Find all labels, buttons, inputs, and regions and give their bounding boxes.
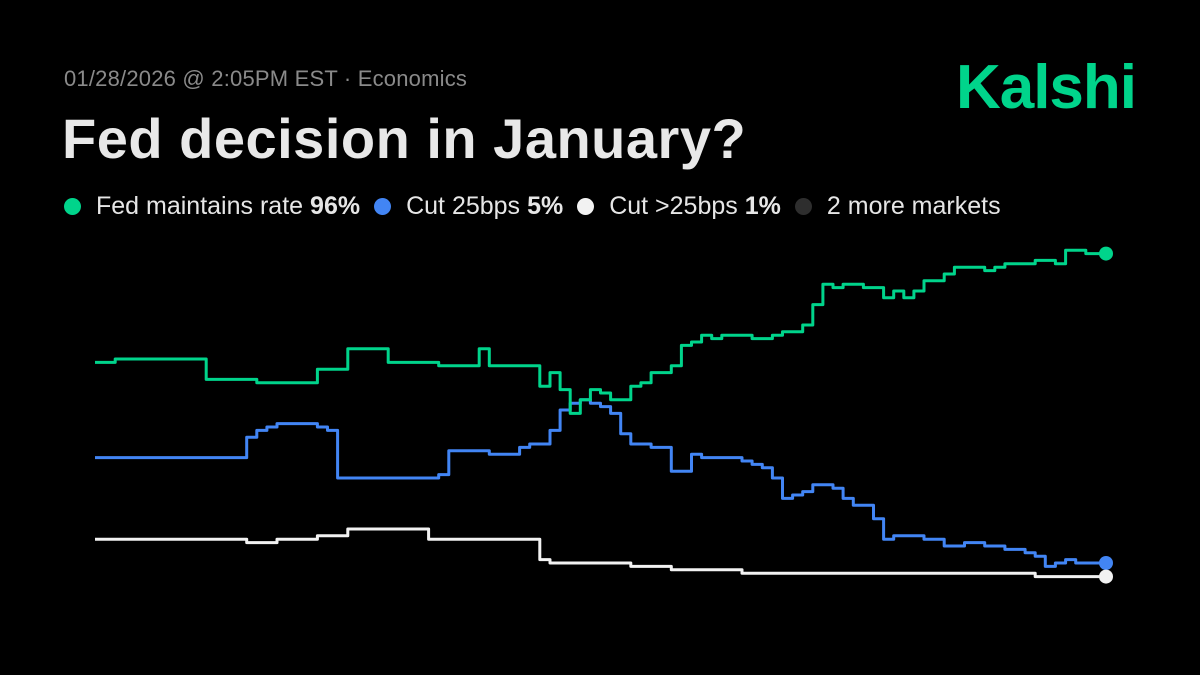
- legend-dot-cut-more: [577, 198, 595, 215]
- chart-meta: 01/28/2026 @ 2:05PM EST · Economics: [64, 66, 468, 91]
- kalshi-logo[interactable]: Kalshi: [955, 53, 1137, 122]
- legend-item-cut25[interactable]: Cut 25bps 5%: [374, 192, 563, 221]
- legend-value: 1%: [744, 192, 781, 220]
- chart-title: Fed decision in January?: [62, 107, 747, 170]
- legend-item-more-markets[interactable]: 2 more markets: [794, 192, 1001, 221]
- legend-dot-cut25: [374, 198, 392, 215]
- legend-label: Cut 25bps: [406, 192, 521, 220]
- legend-label: Cut >25bps: [609, 192, 738, 220]
- series-line-2: [95, 527, 1106, 579]
- series-end-point-0: [1099, 246, 1113, 261]
- legend-more-label: 2 more markets: [826, 192, 1001, 220]
- series-end-point-2: [1099, 569, 1113, 584]
- legend-item-maintain[interactable]: Fed maintains rate 96%: [64, 192, 360, 221]
- legend-value: 5%: [527, 192, 564, 220]
- legend-value: 96%: [310, 192, 361, 220]
- legend-dot-maintain: [64, 198, 81, 215]
- series-line-1: [95, 398, 1106, 568]
- legend: Fed maintains rate 96% Cut 25bps 5% Cut …: [64, 192, 1001, 221]
- series-end-point-1: [1099, 556, 1113, 570]
- legend-item-cut-more[interactable]: Cut >25bps 1%: [577, 192, 781, 221]
- legend-dot-more: [794, 198, 812, 215]
- legend-label: Fed maintains rate: [96, 192, 304, 220]
- series-line-0: [95, 248, 1106, 415]
